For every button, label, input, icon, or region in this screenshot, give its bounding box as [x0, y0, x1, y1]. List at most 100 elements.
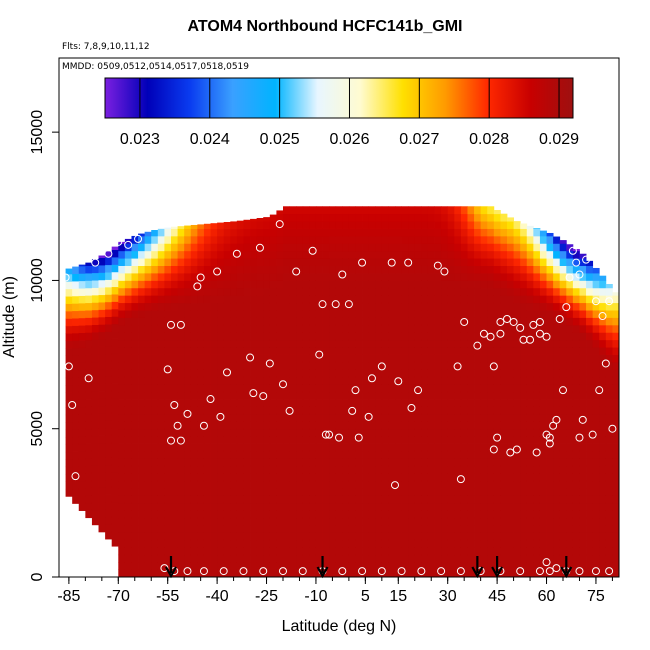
field-cell [210, 250, 218, 259]
field-cell [355, 361, 363, 370]
field-cell [111, 294, 119, 302]
field-cell [157, 428, 165, 437]
field-cell [500, 280, 508, 289]
field-cell [368, 206, 376, 215]
field-cell [381, 391, 389, 400]
field-cell [579, 354, 587, 363]
field-cell [263, 428, 271, 437]
field-cell [368, 443, 376, 452]
field-cell [566, 495, 574, 504]
field-cell [315, 310, 323, 318]
field-cell [362, 547, 370, 556]
field-cell [315, 539, 323, 548]
field-cell [388, 421, 396, 430]
sample-point [213, 267, 222, 276]
field-cell [315, 317, 323, 326]
field-cell [322, 287, 330, 296]
field-cell [566, 265, 574, 274]
field-cell [507, 302, 514, 311]
field-cell [184, 421, 192, 430]
field-cell [157, 347, 165, 355]
field-cell [335, 228, 343, 237]
field-cell [447, 250, 455, 259]
field-cell [375, 510, 383, 519]
field-cell [586, 532, 594, 541]
field-cell [342, 310, 350, 318]
field-cell [164, 332, 172, 341]
field-cell [559, 450, 567, 459]
field-cell [559, 347, 567, 355]
field-cell [197, 488, 205, 496]
field-cell [533, 450, 541, 459]
field-cell [105, 420, 113, 429]
field-cell [144, 473, 152, 482]
x-tick-label: 15 [389, 588, 407, 605]
field-cell [342, 384, 350, 393]
field-cell [460, 539, 468, 548]
field-cell [144, 354, 152, 363]
field-cell [322, 347, 330, 355]
field-cell [467, 539, 475, 548]
field-cell [243, 532, 251, 541]
field-cell [592, 267, 600, 274]
field-cell [427, 265, 435, 274]
field-cell [421, 295, 429, 304]
field-cell [230, 324, 238, 333]
field-cell [296, 273, 304, 281]
field-cell [144, 554, 152, 563]
field-cell [395, 488, 402, 496]
field-cell [98, 435, 106, 444]
field-cell [329, 547, 337, 556]
field-cell [526, 495, 534, 504]
field-cell [572, 413, 580, 422]
field-cell [546, 413, 554, 422]
field-cell [164, 480, 172, 489]
field-cell [507, 217, 514, 222]
field-cell [348, 495, 356, 504]
field-cell [91, 398, 99, 407]
field-cell [395, 443, 402, 452]
field-cell [184, 225, 192, 229]
field-cell [493, 525, 501, 533]
field-cell [342, 421, 350, 430]
field-cell [513, 235, 521, 244]
field-cell [283, 332, 290, 341]
field-cell [355, 235, 363, 244]
field-cell [171, 413, 178, 422]
field-cell [342, 502, 350, 511]
field-cell [414, 443, 422, 452]
field-cell [414, 473, 422, 482]
field-cell [72, 377, 80, 386]
field-cell [348, 510, 356, 519]
field-cell [487, 554, 495, 563]
field-cell [197, 465, 205, 474]
field-cell [572, 554, 580, 563]
field-cell [381, 347, 389, 355]
field-cell [124, 458, 132, 467]
field-cell [559, 324, 567, 333]
field-cell [171, 302, 178, 311]
field-cell [434, 361, 442, 370]
field-cell [72, 392, 80, 401]
field-cell [263, 421, 271, 430]
field-cell [533, 480, 541, 489]
sample-point [598, 312, 607, 321]
field-cell [441, 510, 449, 519]
field-cell [427, 488, 435, 496]
field-cell [460, 361, 468, 370]
field-cell [395, 280, 402, 289]
field-cell [572, 502, 580, 511]
field-cell [474, 473, 482, 482]
field-cell [381, 258, 389, 266]
field-cell [362, 436, 370, 444]
field-cell [98, 324, 106, 333]
field-cell [447, 436, 455, 444]
field-cell [586, 332, 594, 341]
field-cell [414, 258, 422, 266]
field-cell [533, 525, 541, 533]
field-cell [507, 369, 514, 378]
field-cell [467, 391, 475, 400]
field-cell [230, 347, 238, 355]
field-cell [460, 243, 468, 252]
field-cell [586, 369, 594, 378]
